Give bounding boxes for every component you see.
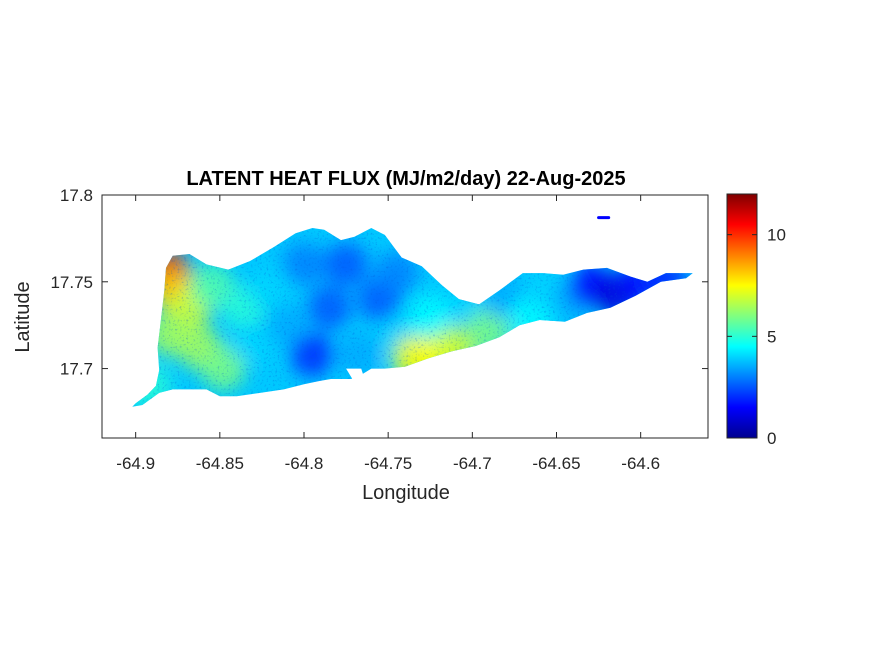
x-tick-label: -64.8 [285, 454, 324, 473]
colorbar-tick-label: 5 [767, 327, 776, 346]
y-tick-label: 17.75 [50, 273, 93, 292]
y-tick-label: 17.8 [60, 186, 93, 205]
x-tick-label: -64.65 [532, 454, 580, 473]
plot-frame [101, 194, 709, 439]
x-tick-label: -64.75 [364, 454, 412, 473]
x-tick-label: -64.6 [621, 454, 660, 473]
y-tick-label: 17.7 [60, 360, 93, 379]
x-tick-label: -64.9 [116, 454, 155, 473]
colorbar-tick-label: 0 [767, 429, 776, 448]
x-axis: -64.9 -64.85 -64.8 -64.75 -64.7 -64.65 -64.6 [116, 195, 660, 473]
colorbar-gradient [726, 193, 758, 439]
x-axis-label: Longitude [362, 482, 450, 504]
chart-title: LATENT HEAT FLUX (MJ/m2/day) 22-Aug-2025 [186, 168, 625, 190]
y-axis: 17.7 17.75 17.8 [50, 186, 708, 379]
colorbar-ticks: 0 5 10 [727, 226, 786, 448]
x-tick-label: -64.85 [196, 454, 244, 473]
y-axis-label: Latitude [12, 281, 34, 352]
plot-area [101, 194, 709, 439]
colorbar-tick-label: 10 [767, 226, 786, 245]
colorbar: 0 5 10 [726, 193, 786, 448]
coastal-notch [346, 368, 368, 393]
x-tick-label: -64.7 [453, 454, 492, 473]
